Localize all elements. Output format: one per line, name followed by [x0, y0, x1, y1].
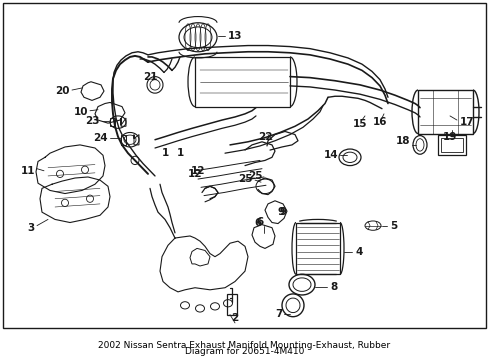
Text: 19: 19	[442, 132, 456, 143]
Text: 13: 13	[227, 31, 242, 41]
Text: 15: 15	[352, 119, 366, 129]
Text: 10: 10	[73, 107, 88, 117]
Text: 17: 17	[459, 117, 474, 127]
Text: 14: 14	[323, 150, 337, 160]
Bar	[437, 135, 465, 155]
Bar	[195, 57, 289, 107]
Text: 20: 20	[55, 86, 70, 96]
Text: 12: 12	[187, 169, 202, 179]
Text: 6: 6	[256, 217, 263, 228]
Bar	[417, 90, 472, 134]
Text: 2002 Nissan Sentra Exhaust Manifold Mounting-Exhaust, Rubber: 2002 Nissan Sentra Exhaust Manifold Moun…	[98, 341, 390, 350]
Text: 25: 25	[238, 174, 252, 184]
Text: 4: 4	[354, 247, 362, 257]
Bar	[440, 138, 462, 152]
Text: 8: 8	[329, 282, 337, 292]
Text: 25: 25	[247, 171, 262, 181]
Text: 23: 23	[85, 116, 100, 126]
Text: 6: 6	[254, 217, 262, 228]
Text: 1: 1	[161, 148, 168, 158]
Text: 12: 12	[190, 166, 205, 176]
Text: 3: 3	[28, 223, 35, 233]
Bar	[295, 222, 339, 274]
Text: Diagram for 20651-4M410: Diagram for 20651-4M410	[184, 347, 304, 356]
Text: 5: 5	[389, 221, 396, 231]
Text: 22: 22	[257, 132, 272, 143]
Text: 7: 7	[275, 309, 283, 319]
Bar	[226, 294, 237, 315]
Text: 11: 11	[20, 166, 35, 176]
Text: 9: 9	[278, 207, 285, 217]
Text: 1: 1	[176, 148, 183, 158]
Text: 24: 24	[93, 132, 108, 143]
Text: 21: 21	[142, 72, 157, 82]
Text: 2: 2	[231, 313, 238, 323]
Text: 18: 18	[395, 136, 409, 146]
Text: 9: 9	[280, 207, 286, 217]
Text: 16: 16	[372, 117, 386, 127]
